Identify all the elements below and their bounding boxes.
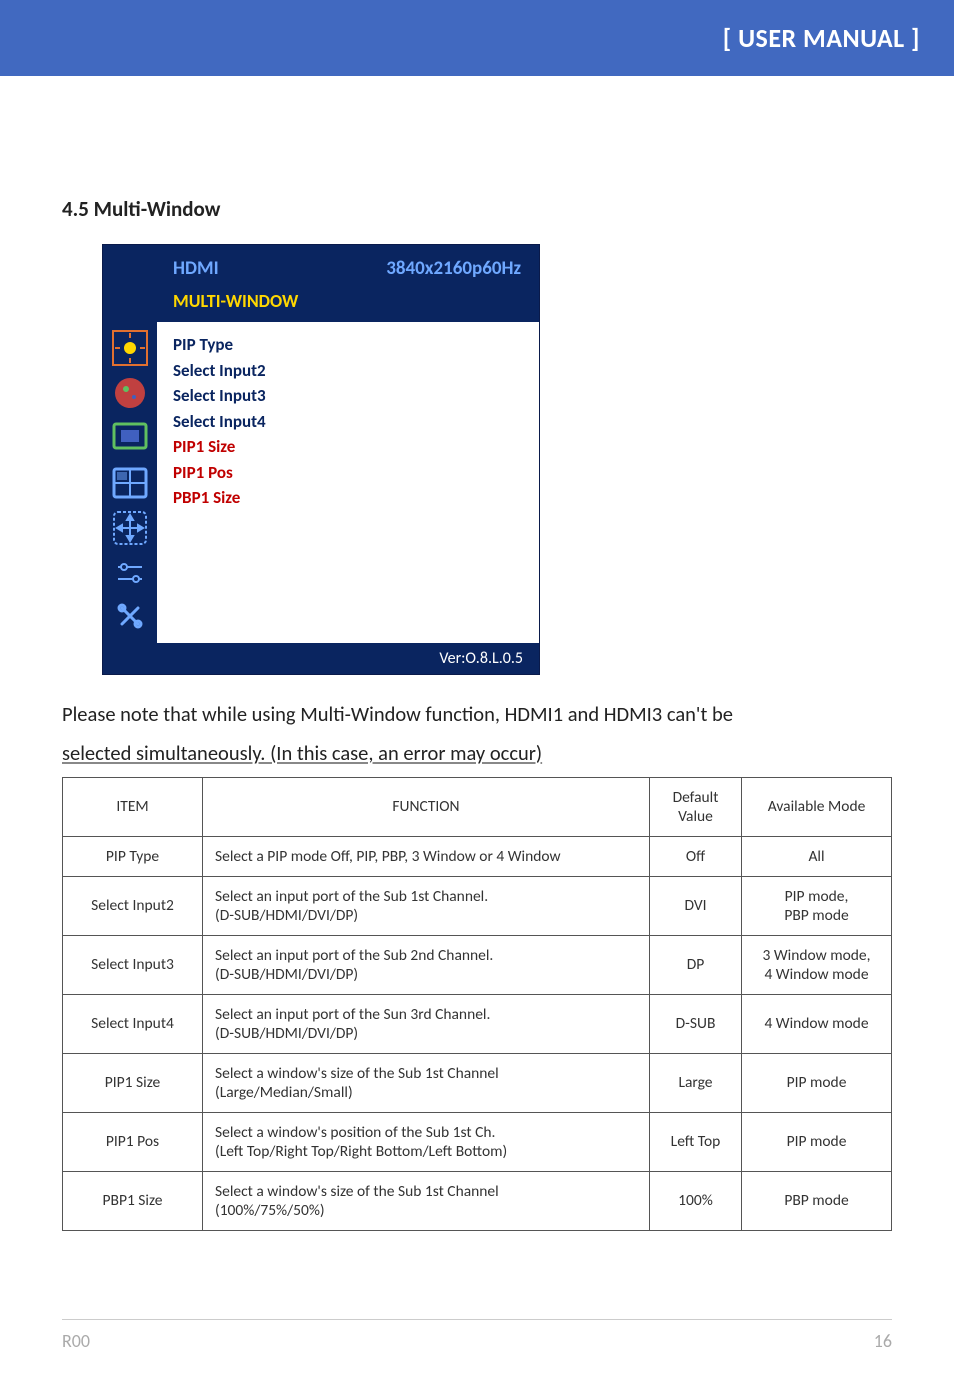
table-row: PIP1 SizeSelect a window's size of the S… [63, 1053, 892, 1112]
osd-menu-name: MULTI-WINDOW [103, 286, 539, 322]
cell-function: Select an input port of the Sub 2nd Chan… [203, 935, 650, 994]
header-bar: [ USER MANUAL ] [0, 0, 954, 76]
osd-header-row: HDMI 3840x2160p60Hz [103, 245, 539, 286]
cell-default: D-SUB [650, 994, 742, 1053]
table-row: Select Input2Select an input port of the… [63, 876, 892, 935]
display-icon[interactable] [109, 418, 151, 457]
cell-item: PIP1 Pos [63, 1112, 203, 1171]
cell-item: Select Input3 [63, 935, 203, 994]
cell-function: Select a window's size of the Sub 1st Ch… [203, 1053, 650, 1112]
cell-function: Select a window's position of the Sub 1s… [203, 1112, 650, 1171]
cell-function: Select a window's size of the Sub 1st Ch… [203, 1171, 650, 1230]
cell-item: Select Input2 [63, 876, 203, 935]
osd-item-select-input3[interactable]: Select Input3 [173, 383, 523, 409]
spec-table: ITEM FUNCTION Default Value Available Mo… [62, 777, 892, 1231]
cell-mode: 4 Window mode [742, 994, 892, 1053]
osd-listing: PIP Type Select Input2 Select Input3 Sel… [157, 322, 539, 643]
footer-left: R00 [62, 1330, 90, 1352]
cell-mode: 3 Window mode, 4 Window mode [742, 935, 892, 994]
th-default: Default Value [650, 777, 742, 836]
osd-item-pip1-size[interactable]: PIP1 Size [173, 434, 523, 460]
cell-item: PIP Type [63, 836, 203, 876]
th-function: FUNCTION [203, 777, 650, 836]
cell-function: Select an input port of the Sub 1st Chan… [203, 876, 650, 935]
osd-source-label: HDMI [173, 257, 219, 280]
table-row: PBP1 SizeSelect a window's size of the S… [63, 1171, 892, 1230]
cell-mode: All [742, 836, 892, 876]
table-row: Select Input3Select an input port of the… [63, 935, 892, 994]
page-content: 4.5 Multi-Window HDMI 3840x2160p60Hz MUL… [0, 76, 954, 1231]
settings-icon[interactable] [109, 553, 151, 592]
osd-version: Ver:O.8.L.0.5 [103, 643, 539, 674]
table-row: Select Input4Select an input port of the… [63, 994, 892, 1053]
footer-right: 16 [874, 1330, 892, 1352]
cell-mode: PBP mode [742, 1171, 892, 1230]
cell-function: Select an input port of the Sun 3rd Chan… [203, 994, 650, 1053]
header-title: [ USER MANUAL ] [723, 22, 920, 54]
color-icon[interactable] [109, 373, 151, 412]
move-icon[interactable] [109, 508, 151, 547]
osd-resolution-label: 3840x2160p60Hz [386, 257, 521, 280]
cell-default: 100% [650, 1171, 742, 1230]
cell-default: Off [650, 836, 742, 876]
th-mode: Available Mode [742, 777, 892, 836]
brightness-icon[interactable] [109, 328, 151, 367]
cell-default: DVI [650, 876, 742, 935]
osd-item-select-input2[interactable]: Select Input2 [173, 358, 523, 384]
osd-panel: HDMI 3840x2160p60Hz MULTI-WINDOW [102, 244, 540, 675]
cell-default: Left Top [650, 1112, 742, 1171]
cell-item: Select Input4 [63, 994, 203, 1053]
cell-default: DP [650, 935, 742, 994]
section-heading: 4.5 Multi-Window [62, 196, 892, 222]
osd-item-pip-type[interactable]: PIP Type [173, 332, 523, 358]
tools-icon[interactable] [109, 598, 151, 637]
table-row: PIP1 PosSelect a window's position of th… [63, 1112, 892, 1171]
osd-icon-column [103, 322, 157, 643]
note-line2: selected simultaneously. (In this case, … [62, 734, 892, 773]
cell-default: Large [650, 1053, 742, 1112]
table-header-row: ITEM FUNCTION Default Value Available Mo… [63, 777, 892, 836]
th-item: ITEM [63, 777, 203, 836]
cell-function: Select a PIP mode Off, PIP, PBP, 3 Windo… [203, 836, 650, 876]
table-row: PIP TypeSelect a PIP mode Off, PIP, PBP,… [63, 836, 892, 876]
cell-mode: PIP mode [742, 1053, 892, 1112]
osd-body: PIP Type Select Input2 Select Input3 Sel… [103, 322, 539, 643]
cell-mode: PIP mode, PBP mode [742, 876, 892, 935]
page-footer: R00 16 [62, 1319, 892, 1352]
multi-window-icon[interactable] [109, 463, 151, 502]
cell-mode: PIP mode [742, 1112, 892, 1171]
osd-item-pip1-pos[interactable]: PIP1 Pos [173, 460, 523, 486]
cell-item: PIP1 Size [63, 1053, 203, 1112]
note-line1: Please note that while using Multi-Windo… [62, 695, 892, 734]
cell-item: PBP1 Size [63, 1171, 203, 1230]
osd-item-select-input4[interactable]: Select Input4 [173, 409, 523, 435]
osd-item-pbp1-size[interactable]: PBP1 Size [173, 485, 523, 511]
